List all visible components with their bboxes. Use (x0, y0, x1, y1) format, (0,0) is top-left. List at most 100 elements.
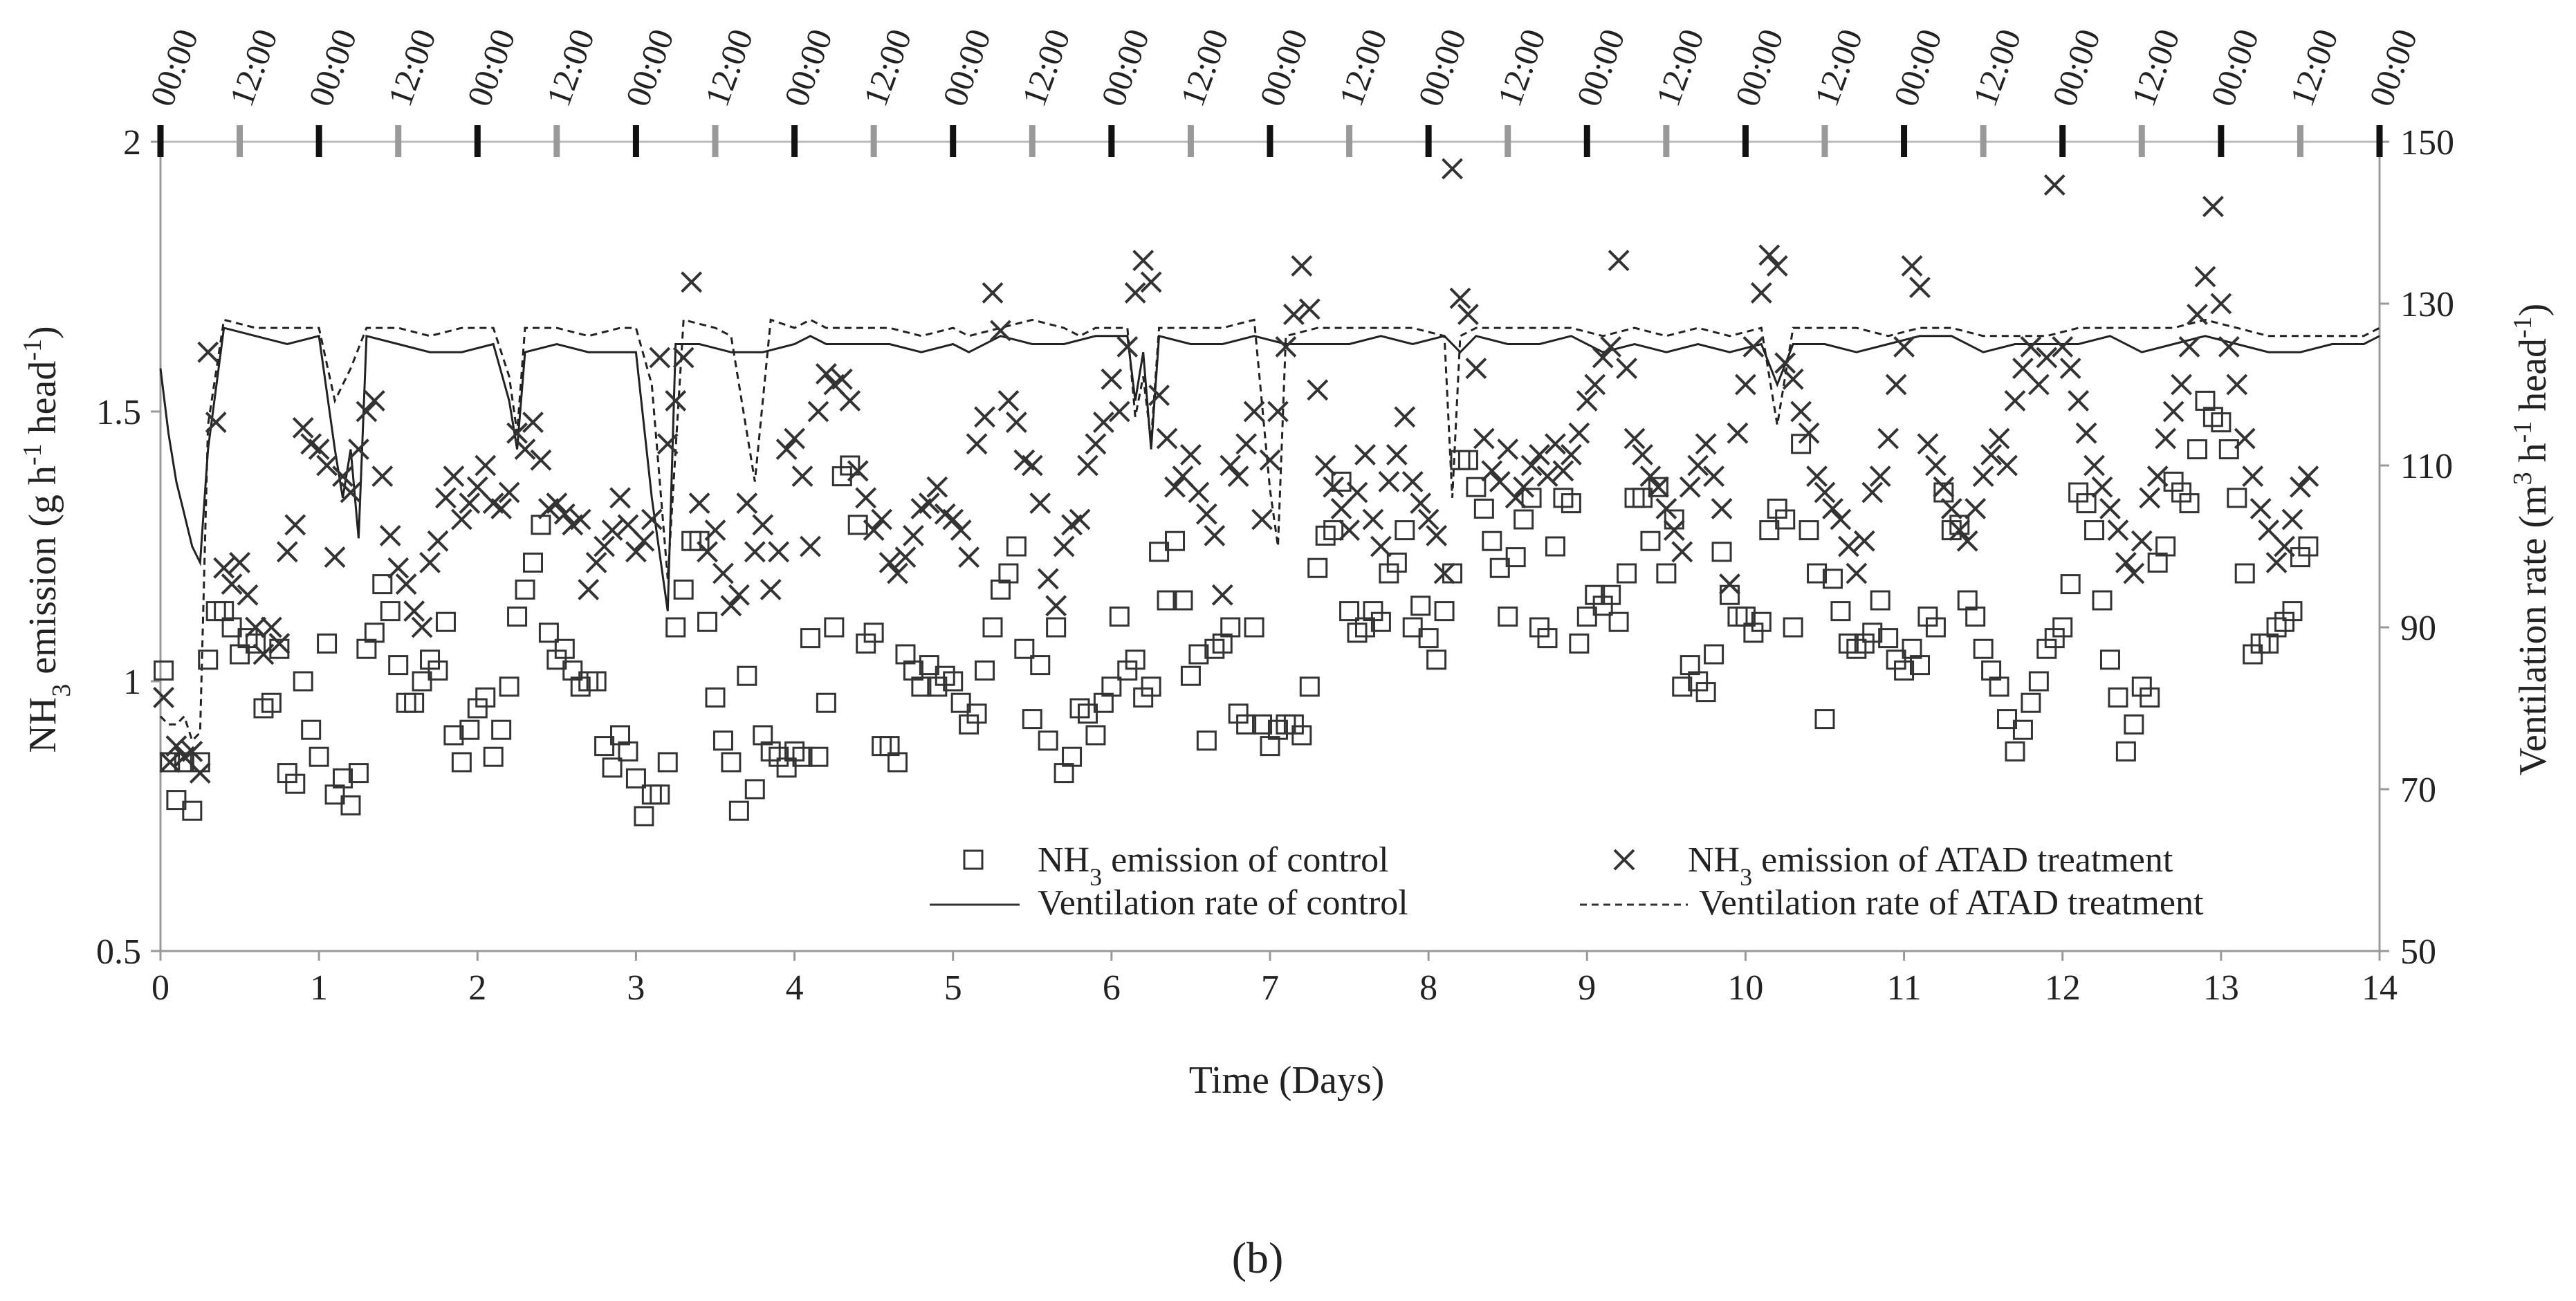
control-emission-point (792, 746, 813, 767)
control-emission-point (1751, 611, 1772, 632)
atad-emission-point (197, 341, 219, 363)
control-emission-point (1228, 703, 1249, 724)
control-emission-point (1585, 584, 1606, 605)
control-emission-point (824, 617, 845, 638)
atad-emission-point (2178, 335, 2200, 358)
control-emission-point (1680, 655, 1700, 676)
atad-emission-point (2234, 427, 2256, 450)
control-emission-point (2147, 552, 2168, 573)
cross-marker-icon (1613, 849, 1635, 871)
atad-emission-point (2139, 487, 2161, 509)
atad-emission-point (2281, 508, 2303, 530)
y-right-axis-title: Ventilation rate (m3 h-1 head-1) (2508, 304, 2555, 776)
atad-emission-point (1053, 535, 1075, 557)
atad-emission-point (1632, 443, 1653, 465)
control-emission-point (1688, 671, 1709, 692)
atad-emission-point (1949, 519, 1971, 542)
atad-emission-point (2123, 562, 2145, 584)
atad-emission-point (1837, 535, 1859, 557)
time-label: 00:00 (2203, 24, 2267, 111)
control-emission-point (1125, 649, 1146, 670)
control-emission-point (2036, 638, 2057, 659)
y-right-tick-label: 130 (2400, 285, 2454, 324)
control-emission-point (1695, 682, 1716, 703)
control-emission-point (1672, 676, 1693, 697)
atad-emission-point (1077, 454, 1098, 477)
control-emission-point (420, 649, 441, 670)
atad-emission-point (419, 551, 441, 573)
atad-emission-point (1719, 573, 1740, 596)
control-emission-point (2028, 671, 2049, 692)
atad-emission-point (498, 481, 520, 504)
legend: NH3 emission of control NH3 emission of … (930, 840, 2204, 923)
control-emission-point (610, 725, 631, 746)
atad-emission-point (601, 519, 623, 542)
control-emission-point (1434, 601, 1455, 622)
atad-emission-point (1481, 460, 1503, 482)
control-emission-point (475, 687, 496, 708)
control-emission-point (657, 752, 678, 773)
axes: 0 1 2 3 4 5 6 7 8 9 10 11 12 13 140.511.52507090110130… (96, 123, 2454, 1008)
control-emission-point (2218, 439, 2239, 460)
control-emission-point (2084, 520, 2105, 541)
atad-emission-point (775, 439, 798, 461)
control-emission-point (1553, 488, 1574, 508)
atad-emission-point (284, 514, 306, 536)
atad-emission-point (1924, 454, 1947, 477)
atad-emission-point (2091, 476, 2113, 498)
atad-emission-point (1085, 433, 1107, 455)
x-tick-label: 3 (627, 968, 645, 1008)
atad-emission-point (348, 439, 369, 461)
atad-emission-point (958, 546, 980, 569)
control-emission-point (2012, 719, 2033, 740)
atad-emission-point (887, 562, 908, 584)
x-tick-label: 5 (944, 968, 962, 1008)
atad-emission-point (387, 557, 410, 579)
atad-emission-point (1021, 454, 1043, 477)
atad-emission-point (1417, 508, 1439, 530)
atad-emission-point (2242, 465, 2264, 488)
atad-emission-point (1545, 433, 1566, 455)
atad-emission-point (2115, 551, 2137, 573)
atad-emission-point (855, 487, 877, 509)
control-emission-point (1601, 584, 1621, 605)
atad-emission-point (316, 454, 338, 477)
atad-emission-point (1727, 422, 1749, 444)
atad-emission-point (2043, 174, 2066, 196)
control-emission-point (1109, 606, 1130, 627)
atad-emission-point (1861, 481, 1884, 504)
control-emission-point (1141, 676, 1161, 697)
control-emission-point (1315, 525, 1336, 546)
atad-emission-point (1029, 492, 1051, 515)
atad-emission-point (807, 400, 829, 423)
time-label: 12:00 (539, 24, 602, 111)
atad-emission-point (1933, 476, 1955, 498)
atad-emission-point (2210, 293, 2232, 315)
atad-emission-point (878, 551, 901, 573)
control-emission-point (1188, 644, 1209, 665)
ventilation-lines (159, 318, 2380, 743)
atad-emission-point (1687, 454, 1709, 477)
control-emission-point (348, 763, 369, 784)
atad-emission-point (1885, 373, 1907, 396)
time-label: 00:00 (618, 24, 681, 111)
control-emission-point (712, 730, 733, 751)
atad-emission-point (395, 573, 417, 596)
control-emission-point (412, 671, 432, 692)
control-emission-point (2243, 644, 2263, 665)
control-emission-point (230, 644, 250, 665)
atad-emission-point (1798, 422, 1820, 444)
control-emission-point (2195, 390, 2216, 411)
atad-emission-point (697, 541, 718, 563)
atad-emission-point (2290, 476, 2311, 498)
control-emission-point (1624, 488, 1645, 508)
atad-emission-point (871, 508, 893, 530)
y-left-tick-label: 0.5 (96, 932, 141, 972)
atad-emission-point (1005, 412, 1027, 434)
control-emission-point (1632, 488, 1653, 508)
atad-emission-point (585, 551, 607, 573)
atad-emission-point (506, 422, 528, 444)
atad-emission-point (768, 541, 790, 563)
control-emission-point (1339, 601, 1360, 622)
control-emission-point (650, 784, 670, 805)
